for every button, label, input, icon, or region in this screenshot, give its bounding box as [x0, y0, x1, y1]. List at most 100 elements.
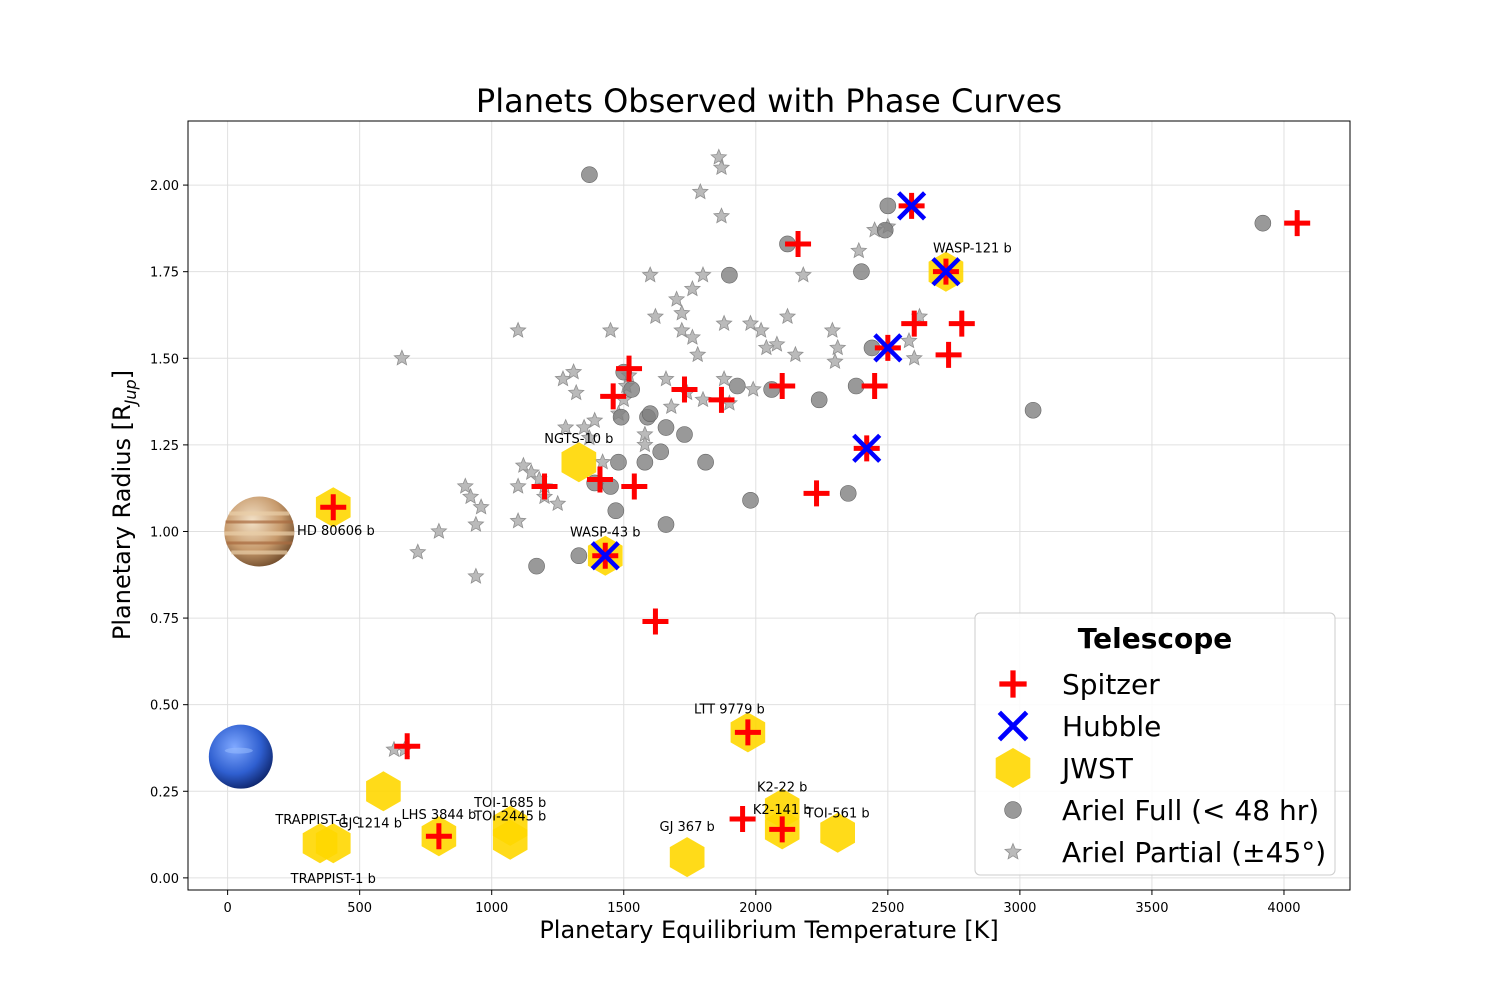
y-tick-label: 1.25: [150, 439, 179, 454]
spitzer-point: [948, 310, 975, 337]
ariel-full-point: [570, 547, 588, 565]
planet-annotation: TOI-561 b: [805, 806, 870, 821]
ariel-partial-point: [694, 390, 712, 408]
x-tick-label: 2500: [871, 901, 904, 916]
ariel-full-point: [636, 453, 654, 471]
ariel-full-point: [1024, 401, 1042, 419]
spitzer-point: [425, 823, 452, 850]
ariel-partial-point: [662, 397, 680, 415]
spitzer-point: [671, 376, 698, 403]
spitzer-point: [769, 372, 796, 399]
ariel-full-point: [1254, 214, 1272, 232]
legend-label: Spitzer: [1062, 668, 1160, 701]
planet-annotations: NGTS-10 b WASP-43 b WASP-121 b HD 80606 b LT…: [274, 242, 1011, 887]
hubble-point: [873, 333, 903, 363]
y-tick-label: 2.00: [150, 179, 179, 194]
ariel-partial-point: [509, 477, 527, 494]
legend-entry: Ariel Full (< 48 hr): [1004, 794, 1319, 827]
plot-frame: [187, 120, 1351, 891]
x-axis-ticks: 0 500 1000 1500 2000 2500 3000 3500 4000: [223, 890, 1301, 916]
x-tick-label: 1500: [607, 901, 640, 916]
ariel-full-point: [729, 377, 746, 395]
ariel-partial-point: [741, 314, 760, 331]
ariel-full-point: [876, 221, 894, 239]
x-tick-label: 1000: [475, 901, 508, 916]
ariel-full-point: [1004, 801, 1022, 819]
jwst-point: [995, 748, 1031, 788]
planet-annotation: NGTS-10 b: [544, 432, 613, 447]
planet-annotation: K2-22 b: [757, 780, 807, 795]
y-axis-label: Planetary Radius [RJup]: [108, 370, 140, 640]
planet-annotation: HD 80606 b: [297, 524, 375, 539]
x-tick-label: 4000: [1267, 901, 1300, 916]
planet-annotation: TOI-1685 b: [473, 796, 546, 811]
ariel-partial-point: [829, 338, 847, 356]
ariel-partial-point: [823, 321, 841, 338]
ariel-partial-point: [710, 148, 728, 165]
ariel-partial-point: [646, 307, 664, 325]
series-plus: [320, 192, 1311, 850]
spitzer-point: [999, 670, 1027, 698]
ariel-partial-point: [462, 487, 480, 505]
ariel-partial-point: [514, 456, 532, 473]
y-axis-ticks: 0.00 0.25 0.50 0.75 1.00 1.25 1.50 1.75 2.00: [150, 179, 188, 887]
ariel-full-point: [641, 405, 659, 423]
data-points: [302, 148, 1311, 878]
ariel-partial-point: [549, 494, 567, 512]
hubble-point: [897, 191, 927, 221]
ariel-partial-point: [850, 241, 868, 259]
spitzer-point: [729, 805, 756, 832]
ariel-partial-point: [456, 477, 474, 494]
ariel-full-point: [721, 266, 738, 284]
ariel-partial-point: [601, 321, 620, 338]
hubble-point: [997, 710, 1029, 742]
ariel-full-point: [879, 197, 897, 215]
ariel-full-point: [610, 453, 627, 471]
planet-annotation: LTT 9779 b: [694, 702, 765, 717]
y-tick-label: 0.50: [150, 699, 179, 714]
ariel-partial-point: [509, 512, 527, 529]
ariel-partial-point: [565, 363, 583, 380]
ariel-partial-point: [752, 321, 770, 338]
ariel-full-point: [623, 381, 640, 398]
planet-annotation: TRAPPIST-1 b: [290, 872, 376, 887]
ariel-partial-point: [673, 304, 691, 321]
spitzer-point: [769, 816, 796, 843]
reference-planets: [208, 496, 295, 789]
spitzer-point: [935, 341, 962, 368]
ariel-partial-point: [905, 349, 923, 366]
ariel-full-point: [697, 453, 714, 471]
ariel-full-point: [581, 166, 598, 183]
ariel-partial-point: [689, 345, 707, 363]
spitzer-point: [642, 608, 669, 635]
ariel-full-point: [676, 426, 693, 443]
ariel-partial-point: [586, 411, 604, 428]
legend-label: Ariel Full (< 48 hr): [1062, 794, 1319, 827]
planet-annotation: TRAPPIST-1 c: [274, 813, 359, 828]
y-tick-label: 1.00: [150, 525, 179, 540]
hubble-point: [852, 433, 882, 463]
ariel-full-point: [528, 557, 545, 575]
planet-annotation: WASP-43 b: [570, 526, 640, 541]
ariel-partial-point: [757, 338, 775, 356]
ariel-partial-point: [712, 158, 731, 176]
ariel-partial-point: [467, 567, 485, 584]
legend-box: [974, 612, 1336, 876]
spitzer-point: [803, 480, 830, 507]
hubble-point: [590, 541, 620, 571]
legend-entry: JWST: [995, 748, 1134, 788]
spitzer-point: [901, 310, 928, 337]
ariel-partial-point: [575, 418, 593, 435]
ariel-partial-point: [393, 349, 411, 366]
ariel-partial-point: [694, 266, 712, 283]
ariel-partial-point: [467, 515, 485, 532]
jwst-point: [366, 771, 401, 812]
legend-entry: Hubble: [997, 710, 1161, 743]
ariel-partial-point: [691, 182, 709, 200]
planet-annotation: TOI-2445 b: [473, 810, 546, 825]
series-x: [590, 191, 961, 571]
y-tick-label: 0.75: [150, 612, 179, 627]
series-circle: [528, 166, 1272, 575]
ariel-partial-point: [715, 314, 733, 331]
ariel-partial-point: [712, 207, 731, 224]
